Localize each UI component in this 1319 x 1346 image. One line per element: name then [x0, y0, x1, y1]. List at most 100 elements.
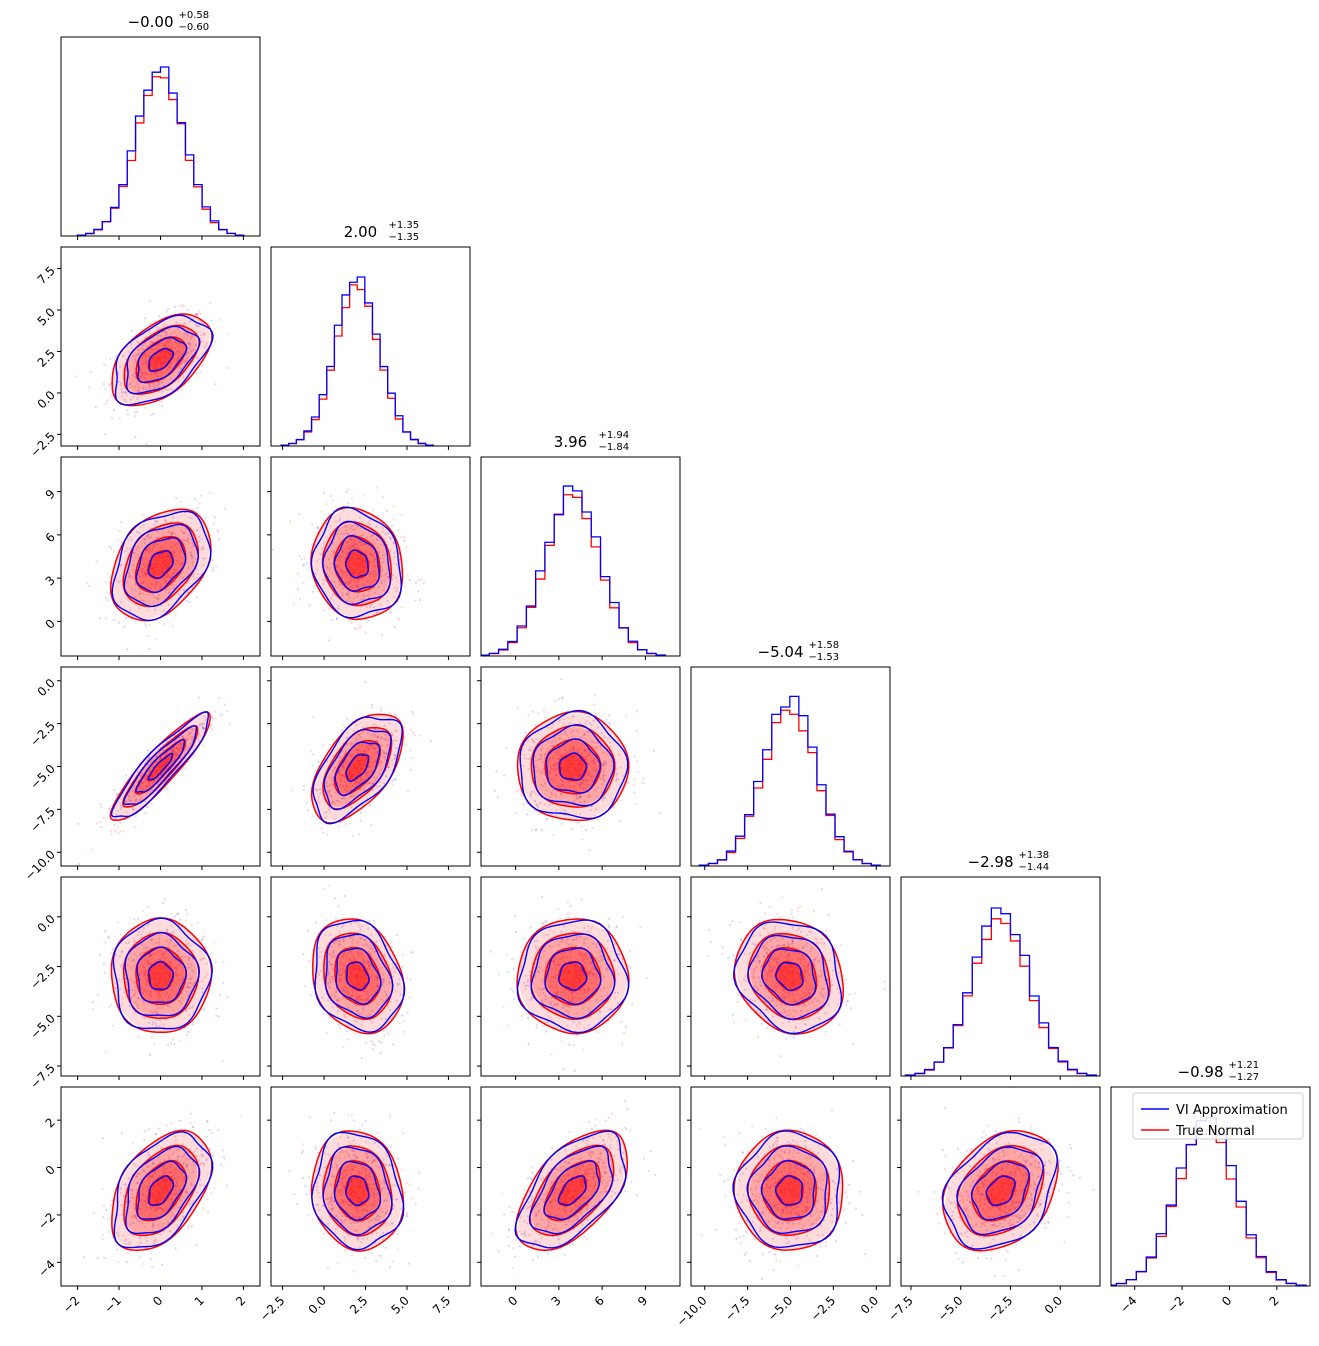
density-fill-5-3-3: [776, 1176, 804, 1206]
histogram-true-1: [280, 284, 435, 446]
density-fill-3-1-2: [334, 740, 380, 794]
ytick-label-1-1: 0.0: [35, 388, 58, 411]
density-fill-4-3-0: [736, 920, 843, 1033]
contour-true-4-0-1: [122, 931, 200, 1020]
contour-true-2-0-0: [109, 508, 212, 622]
density-fill-5-1-2: [334, 1161, 380, 1221]
density-fill-5-2-3: [559, 1176, 587, 1206]
ytick-label-5-2: 0: [43, 1163, 58, 1178]
contour-vi-4-1-1: [324, 933, 394, 1019]
density-fill-5-2-1: [531, 1146, 614, 1235]
contour-vi-3-2-2: [545, 738, 601, 794]
xtick-label-5-3: 2: [1266, 1293, 1281, 1308]
ytick-label-4-1: −5.0: [27, 1011, 58, 1042]
ytick-label-3-2: −5.0: [27, 762, 58, 793]
density-fill-3-1-1: [323, 727, 391, 808]
density-fill-4-1-2: [334, 948, 380, 1005]
density-fill-4-3-3: [776, 962, 804, 991]
contour-vi-2-1-0: [310, 506, 403, 619]
density-fill-4-0-0: [111, 920, 210, 1033]
density-fill-3-1-3: [346, 753, 369, 781]
title-value-4: −2.98: [968, 853, 1014, 871]
contour-vi-2-1-1: [322, 520, 392, 605]
contour-true-1-0-2: [135, 336, 187, 384]
contour-vi-4-3-1: [747, 934, 830, 1020]
panel-title-2: 3.96 +1.94−1.84: [554, 430, 629, 453]
contour-vi-5-0-1: [125, 1145, 201, 1235]
title-plus-1: +1.35: [389, 220, 420, 231]
legend: VI Approximation True Normal: [1132, 1092, 1304, 1140]
histogram-true-5: [1111, 1129, 1307, 1286]
diag-panel-1: 2.00 +1.35−1.35: [270, 220, 471, 450]
title-plus-5: +1.21: [1229, 1060, 1260, 1071]
panel-5-2: 0 3 6 9: [477, 1086, 681, 1309]
panel-1-0: −2.5 0.0 2.5 5.0 7.5: [27, 246, 261, 460]
contour-vi-3-1-2: [334, 741, 381, 797]
xtick-label-3-3: −2.5: [808, 1293, 839, 1324]
density-fill-5-4-2: [972, 1161, 1029, 1221]
xtick-label-1-0: −2.5: [257, 1293, 288, 1324]
histogram-vi-1: [280, 276, 435, 446]
xtick-label-0-4: 2: [233, 1293, 248, 1308]
panel-3-2: [477, 666, 681, 870]
contour-vi-3-0-0: [110, 711, 210, 818]
contour-vi-3-1-0: [312, 716, 403, 825]
xtick-label-4-0: −7.5: [885, 1293, 916, 1324]
panel-5-0: −4−202−2 −1 0 1 2: [36, 1086, 261, 1316]
ytick-label-4-2: −2.5: [27, 962, 58, 993]
contour-vi-1-0-3: [148, 347, 175, 372]
xtick-label-5-0: −4: [1117, 1293, 1139, 1315]
contour-true-2-0-2: [134, 535, 187, 594]
contour-vi-2-1-3: [345, 549, 369, 579]
density-fill-3-0-1: [123, 727, 198, 807]
contour-vi-5-2-1: [528, 1145, 614, 1235]
xtick-label-0-3: 1: [192, 1293, 207, 1308]
contour-vi-1-0-0: [114, 314, 214, 406]
contour-true-5-0-0: [111, 1129, 213, 1251]
xtick-label-4-2: −2.5: [985, 1293, 1016, 1324]
ytick-label-3-1: −7.5: [27, 804, 58, 835]
xtick-label-2-2: 6: [592, 1293, 607, 1308]
xtick-label-0-1: −1: [102, 1293, 124, 1315]
contour-true-5-3-0: [733, 1129, 844, 1251]
xtick-label-3-4: 0.0: [858, 1293, 881, 1316]
contour-vi-5-3-2: [760, 1160, 816, 1220]
density-fill-3-1-0: [312, 714, 402, 821]
title-plus-0: +0.58: [179, 10, 210, 21]
density-fill-4-0-2: [136, 948, 185, 1005]
panel-3-0: −10.0 −7.5 −5.0 −2.5 0.0: [22, 666, 261, 883]
xtick-label-3-2: −5.0: [765, 1293, 796, 1324]
contour-vi-5-2-2: [543, 1160, 601, 1221]
title-minus-0: −0.60: [179, 22, 210, 33]
contour-vi-5-0-3: [148, 1175, 175, 1206]
ytick-label-2-1: 3: [43, 573, 58, 588]
contour-vi-2-0-0: [111, 510, 212, 622]
contour-vi-5-3-0: [732, 1130, 841, 1249]
panel-2-1: [267, 456, 471, 660]
contour-vi-2-0-3: [147, 550, 174, 579]
panel-title-3: −5.04 +1.58−1.53: [758, 640, 840, 663]
density-fill-2-1-3: [346, 550, 369, 578]
scatter-5-4: [917, 1087, 1095, 1278]
panel-5-3: −10.0 −7.5 −5.0 −2.5 0.0: [674, 1086, 891, 1329]
title-minus-3: −1.53: [809, 652, 840, 663]
ytick-label-3-0: −10.0: [22, 847, 58, 883]
contour-vi-5-1-2: [333, 1160, 382, 1222]
contour-vi-4-3-3: [775, 961, 804, 992]
contour-vi-3-2-3: [558, 752, 588, 781]
xtick-label-1-3: 5.0: [389, 1293, 412, 1316]
ytick-label-5-0: −4: [36, 1257, 58, 1279]
contour-vi-2-1-2: [333, 534, 380, 592]
title-minus-5: −1.27: [1229, 1072, 1260, 1083]
contour-vi-4-0-1: [124, 931, 201, 1017]
contour-true-3-0-1: [122, 724, 199, 808]
density-fill-4-2-2: [545, 948, 600, 1005]
contour-vi-5-1-0: [311, 1131, 405, 1251]
contour-vi-5-2-3: [557, 1175, 587, 1206]
panel-5-4: −7.5 −5.0 −2.5 0.0: [885, 1086, 1101, 1324]
ytick-label-1-3: 5.0: [35, 305, 58, 328]
contour-vi-3-0-1: [123, 725, 198, 805]
xtick-label-3-0: −10.0: [674, 1293, 710, 1329]
contour-vi-4-3-0: [732, 921, 843, 1035]
ytick-label-3-4: 0.0: [35, 676, 58, 699]
